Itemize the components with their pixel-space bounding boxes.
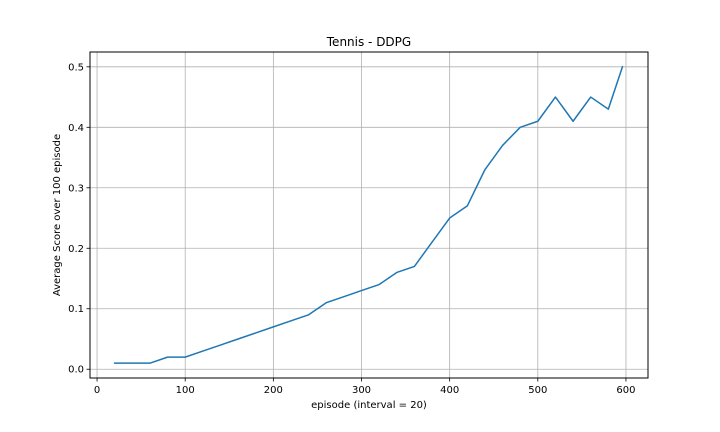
y-axis-label: Average Score over 100 episode <box>52 134 63 296</box>
plot-frame <box>89 51 649 379</box>
y-tick-label: 0.3 <box>68 183 84 194</box>
x-tick-label: 200 <box>264 385 283 396</box>
x-tick-label: 500 <box>528 385 547 396</box>
y-tick-label: 0.5 <box>68 62 84 73</box>
x-tick-label: 400 <box>440 385 459 396</box>
ticks: 0 100 200 300 400 500 600 0.0 0.1 0.2 0.3 0.4 0.5 <box>68 62 635 396</box>
chart-title: Tennis - DDPG <box>326 35 411 49</box>
series-layer <box>113 65 624 364</box>
grid <box>90 52 648 378</box>
y-tick-label: 0.0 <box>68 365 84 376</box>
x-tick-label: 100 <box>176 385 195 396</box>
x-tick-label: 0 <box>94 385 100 396</box>
y-tick-label: 0.1 <box>68 304 84 315</box>
x-tick-label: 600 <box>616 385 635 396</box>
x-axis-label: episode (interval = 20) <box>311 400 427 411</box>
x-tick-label: 300 <box>352 385 371 396</box>
y-tick-label: 0.4 <box>68 123 84 134</box>
series-line <box>113 65 624 364</box>
y-tick-label: 0.2 <box>68 244 84 255</box>
